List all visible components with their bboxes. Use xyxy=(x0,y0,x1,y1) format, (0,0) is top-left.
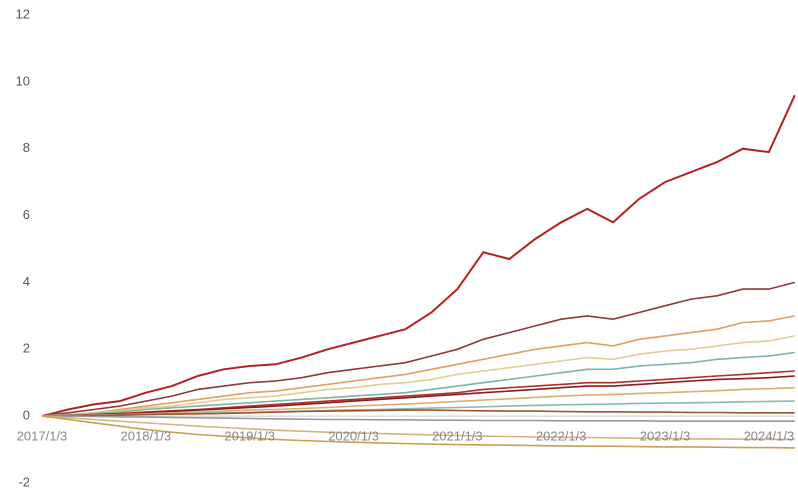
x-tick-label: 2017/1/3 xyxy=(17,429,68,444)
y-tick-label: 6 xyxy=(23,207,30,222)
series-line xyxy=(42,415,795,422)
x-tick-label: 2023/1/3 xyxy=(640,429,691,444)
series-line xyxy=(41,281,796,417)
series-line xyxy=(41,415,795,441)
series-line xyxy=(41,315,795,417)
y-tick-label: 4 xyxy=(23,274,30,289)
x-tick-label: 2019/1/3 xyxy=(224,429,275,444)
series-line xyxy=(41,351,795,417)
y-tick-label: 2 xyxy=(23,341,30,356)
x-tick-label: 2022/1/3 xyxy=(536,429,587,444)
y-tick-label: 0 xyxy=(23,408,30,423)
x-tick-label: 2018/1/3 xyxy=(121,429,172,444)
series-line xyxy=(41,94,796,418)
y-tick-label: 8 xyxy=(23,140,30,155)
series-line xyxy=(41,415,795,449)
x-tick-label: 2020/1/3 xyxy=(328,429,379,444)
y-tick-label: 12 xyxy=(16,6,30,21)
x-tick-label: 2024/1/3 xyxy=(744,429,795,444)
series-line xyxy=(41,386,795,417)
series-line xyxy=(41,409,795,417)
x-tick-label: 2021/1/3 xyxy=(432,429,483,444)
series-line xyxy=(41,375,795,417)
y-tick-label: -2 xyxy=(18,474,30,489)
series-line xyxy=(41,335,795,417)
y-tick-label: 10 xyxy=(16,73,30,88)
